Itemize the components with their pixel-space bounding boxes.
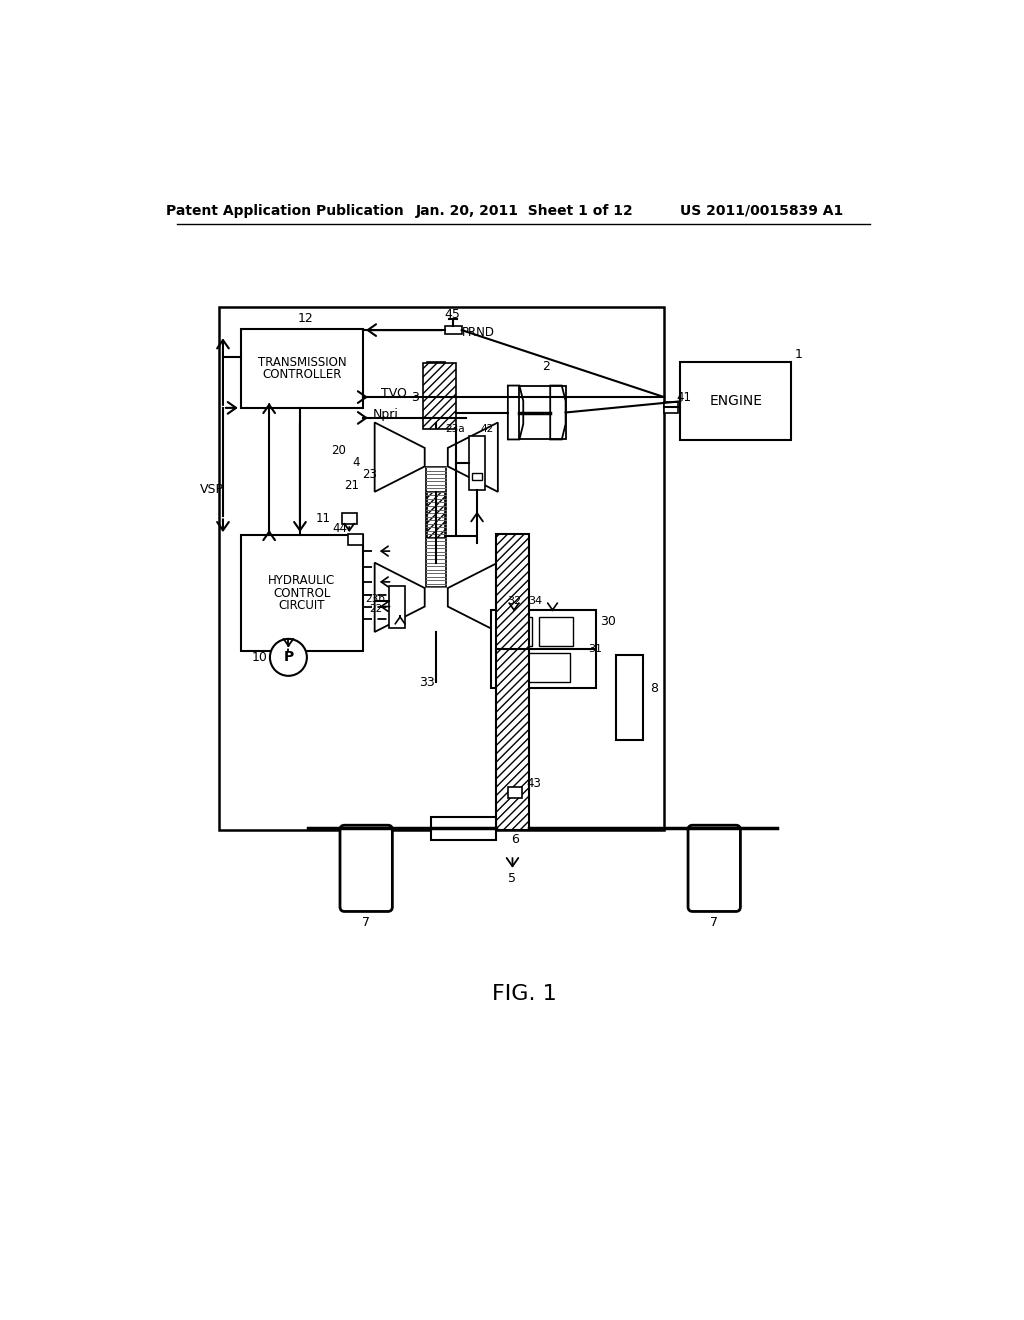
Bar <box>508 788 521 797</box>
Bar <box>665 403 678 412</box>
Bar <box>497 535 529 830</box>
Text: 1: 1 <box>795 348 803 362</box>
Bar <box>219 308 665 830</box>
FancyBboxPatch shape <box>340 825 392 911</box>
Text: 7: 7 <box>711 916 718 929</box>
Bar <box>497 653 570 682</box>
Text: VSP: VSP <box>200 483 224 496</box>
Text: TVO: TVO <box>381 387 407 400</box>
Text: 5: 5 <box>509 871 516 884</box>
Text: 2: 2 <box>543 360 550 372</box>
Circle shape <box>270 639 307 676</box>
Text: PRND: PRND <box>462 326 495 339</box>
Text: ENGINE: ENGINE <box>710 395 762 408</box>
Text: 23: 23 <box>361 467 377 480</box>
Polygon shape <box>550 385 565 440</box>
Text: US 2011/0015839 A1: US 2011/0015839 A1 <box>680 203 844 218</box>
Polygon shape <box>375 422 425 492</box>
Text: 31: 31 <box>588 644 602 653</box>
Text: 21: 21 <box>344 479 359 492</box>
Text: 3: 3 <box>412 391 420 404</box>
Text: 10: 10 <box>252 651 268 664</box>
Bar <box>472 473 481 480</box>
Text: 23b: 23b <box>366 594 385 603</box>
Text: Jan. 20, 2011  Sheet 1 of 12: Jan. 20, 2011 Sheet 1 of 12 <box>416 203 634 218</box>
Text: CONTROL: CONTROL <box>273 586 331 599</box>
Text: 41: 41 <box>677 391 691 404</box>
Text: TRANSMISSION: TRANSMISSION <box>258 356 346 370</box>
Bar <box>519 385 565 440</box>
Bar <box>497 535 529 829</box>
Bar <box>342 513 357 524</box>
Text: 32: 32 <box>507 597 521 606</box>
Bar <box>431 817 497 840</box>
Text: 7: 7 <box>362 916 371 929</box>
Text: 6: 6 <box>512 833 519 846</box>
Text: 23a: 23a <box>445 425 465 434</box>
Text: HYDRAULIC: HYDRAULIC <box>268 574 336 587</box>
Text: Npri: Npri <box>373 408 399 421</box>
Text: 33: 33 <box>419 676 435 689</box>
Text: Patent Application Publication: Patent Application Publication <box>166 203 403 218</box>
Text: 22: 22 <box>369 603 382 614</box>
Text: FIG. 1: FIG. 1 <box>493 983 557 1003</box>
Bar <box>490 610 596 688</box>
Polygon shape <box>508 385 523 440</box>
Bar <box>241 535 364 651</box>
Text: 20: 20 <box>331 445 346 458</box>
Text: 12: 12 <box>298 312 313 325</box>
Bar <box>389 586 404 628</box>
Bar <box>539 616 573 645</box>
FancyBboxPatch shape <box>688 825 740 911</box>
Text: 45: 45 <box>444 308 461 321</box>
Bar <box>241 330 364 408</box>
Bar <box>427 492 445 539</box>
Polygon shape <box>447 562 498 632</box>
Bar <box>423 363 456 429</box>
Text: 34: 34 <box>527 597 542 606</box>
Bar <box>680 363 792 441</box>
Bar <box>348 535 364 545</box>
Polygon shape <box>375 562 425 632</box>
Text: 4: 4 <box>352 455 359 469</box>
Bar <box>444 326 462 334</box>
Text: 44: 44 <box>333 521 347 535</box>
Text: 43: 43 <box>526 777 542 791</box>
Bar <box>427 363 445 428</box>
Text: 11: 11 <box>315 512 331 525</box>
Bar <box>426 467 446 587</box>
Text: 8: 8 <box>650 681 658 694</box>
Polygon shape <box>447 422 498 492</box>
Bar <box>497 616 531 645</box>
Bar <box>615 655 643 739</box>
Bar <box>469 436 484 490</box>
Text: CONTROLLER: CONTROLLER <box>262 368 342 381</box>
Text: P: P <box>284 651 294 664</box>
Text: 42: 42 <box>481 425 495 434</box>
Text: 30: 30 <box>600 615 615 628</box>
Text: CIRCUIT: CIRCUIT <box>279 599 326 612</box>
